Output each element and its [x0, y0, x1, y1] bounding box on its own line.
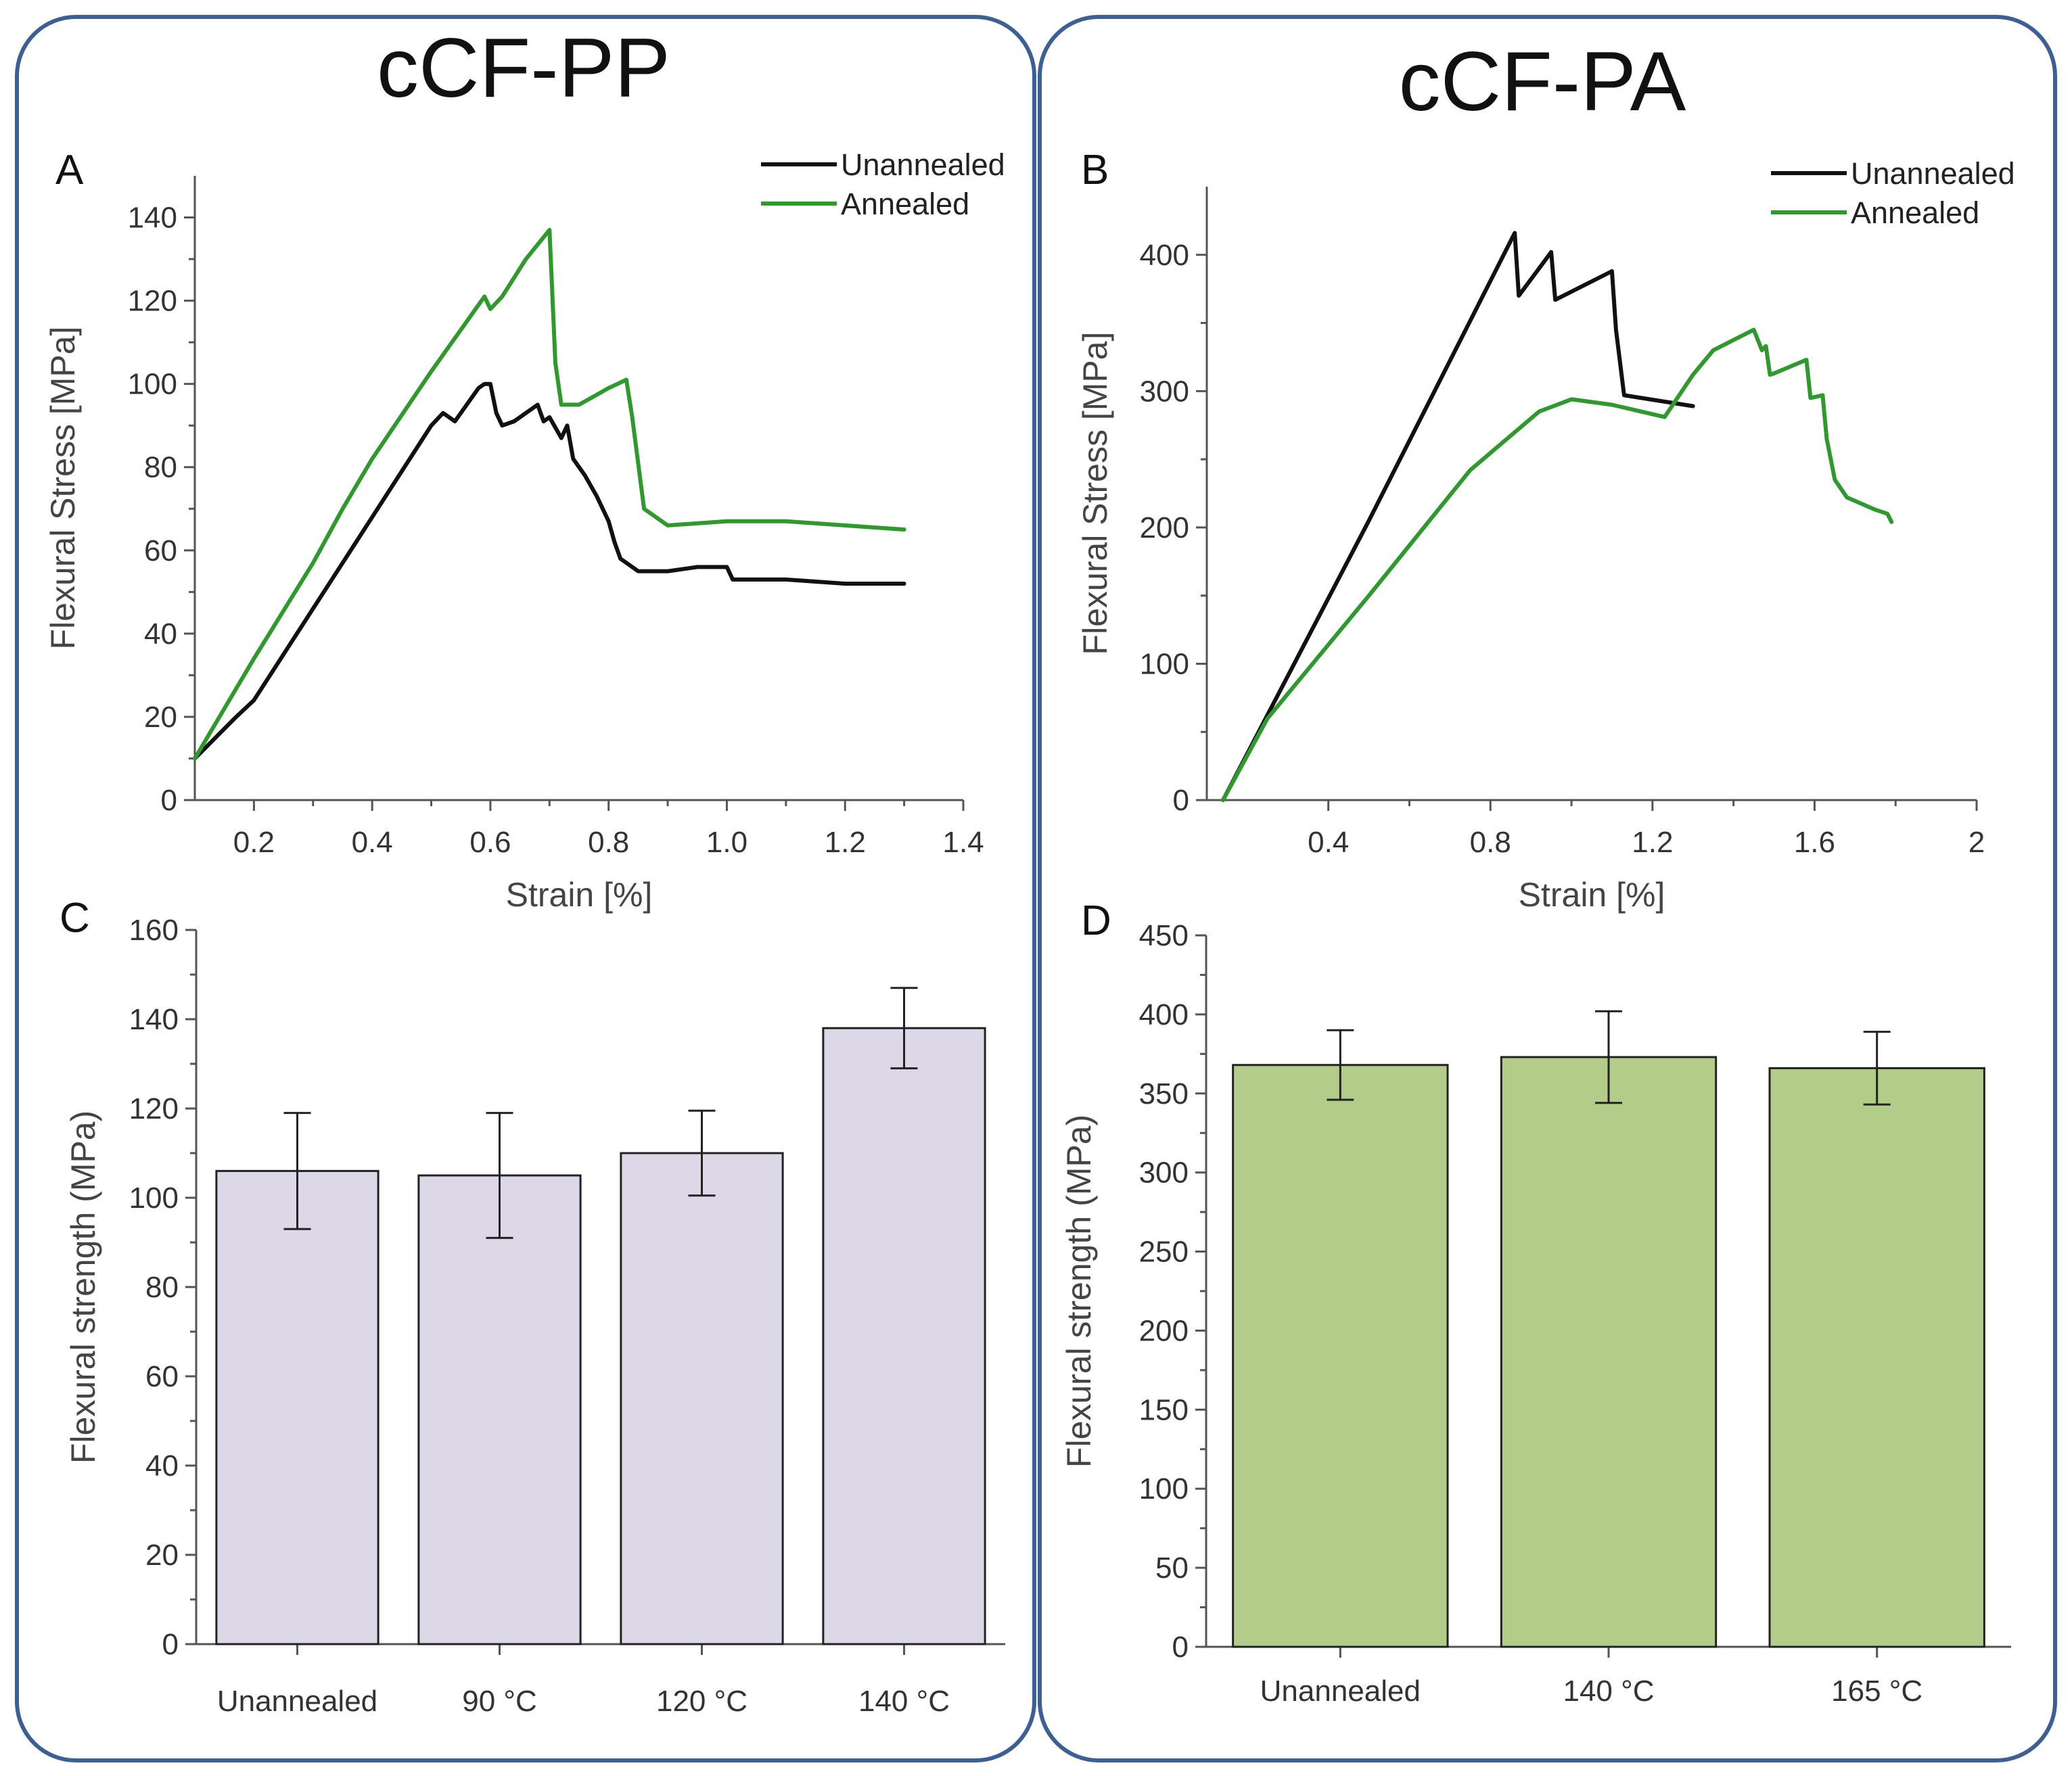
- panel-letter-c: C: [60, 895, 90, 941]
- y-axis-title-b: Flexural Stress [MPa]: [1076, 332, 1114, 655]
- bar-c-4: [822, 1027, 986, 1645]
- y-tick-label-d: 350: [1139, 1077, 1189, 1111]
- x-tick-label-d: 165 °C: [1831, 1675, 1923, 1708]
- y-tick-label-a: 40: [144, 617, 177, 651]
- y-tick-label-a: 100: [128, 368, 177, 401]
- y-tick-label-d: 0: [1172, 1631, 1189, 1664]
- bar-c-3: [620, 1152, 784, 1645]
- legend-label-b-unannealed: Unannealed: [1851, 156, 2015, 191]
- series-line-a-unannealed: [193, 381, 906, 761]
- y-tick-label-c: 20: [145, 1539, 179, 1572]
- y-tick-label-d: 450: [1139, 919, 1189, 952]
- legend-label-a-annealed: Annealed: [841, 187, 969, 221]
- panel-letter-a: A: [55, 147, 84, 193]
- x-tick-label-b: 0.4: [1308, 826, 1349, 859]
- x-tick-label-a: 0.4: [352, 826, 393, 859]
- y-tick-label-a: 120: [128, 285, 177, 318]
- x-axis-title-a: Strain [%]: [506, 876, 653, 914]
- x-tick-label-a: 0.2: [233, 826, 275, 859]
- bar-d-3: [1768, 1067, 1985, 1648]
- y-tick-label-d: 50: [1155, 1551, 1189, 1585]
- y-tick-label-b: 400: [1140, 239, 1189, 272]
- y-tick-label-a: 140: [128, 202, 177, 235]
- x-tick-label-b: 1.2: [1632, 826, 1673, 859]
- x-tick-label-b: 2: [1969, 826, 1985, 859]
- x-tick-label-c: 90 °C: [462, 1685, 537, 1718]
- x-tick-label-c: Unannealed: [217, 1685, 377, 1718]
- y-tick-label-a: 0: [161, 784, 177, 817]
- y-tick-label-b: 200: [1140, 511, 1189, 544]
- y-axis-title-c: Flexural strength (MPa): [64, 1111, 102, 1464]
- y-tick-label-b: 0: [1173, 784, 1189, 817]
- x-axis-title-b: Strain [%]: [1519, 876, 1665, 914]
- y-tick-label-d: 150: [1139, 1393, 1189, 1426]
- y-axis-title-a: Flexural Stress [MPa]: [44, 327, 82, 650]
- y-tick-label-c: 0: [162, 1628, 179, 1661]
- y-tick-label-a: 80: [144, 451, 177, 484]
- legend-label-a-unannealed: Unannealed: [841, 147, 1005, 182]
- title-cCF-PA: cCF-PA: [1398, 35, 1686, 128]
- bar-c-2: [417, 1174, 582, 1645]
- title-cCF-PP: cCF-PP: [377, 22, 670, 115]
- series-line-b-unannealed: [1221, 231, 1695, 802]
- y-tick-label-d: 250: [1139, 1236, 1189, 1269]
- y-tick-label-c: 40: [145, 1449, 179, 1482]
- bar-d-1: [1232, 1064, 1449, 1648]
- x-tick-label-a: 1.4: [942, 826, 984, 859]
- y-tick-label-c: 160: [129, 914, 179, 947]
- series-line-a-annealed: [193, 228, 906, 761]
- x-tick-label-a: 1.0: [706, 826, 747, 859]
- x-tick-label-d: 140 °C: [1563, 1675, 1654, 1708]
- bar-d-2: [1500, 1056, 1718, 1648]
- legend-label-b-annealed: Annealed: [1851, 195, 1979, 230]
- x-tick-label-b: 0.8: [1470, 826, 1511, 859]
- x-tick-label-a: 0.8: [588, 826, 629, 859]
- y-axis-title-d: Flexural strength (MPa): [1060, 1115, 1098, 1468]
- y-tick-label-b: 100: [1140, 647, 1189, 680]
- y-tick-label-a: 20: [144, 701, 177, 734]
- y-tick-label-a: 60: [144, 534, 177, 567]
- y-tick-label-c: 60: [145, 1360, 179, 1393]
- y-tick-label-d: 200: [1139, 1314, 1189, 1347]
- panel-letter-b: B: [1081, 147, 1109, 193]
- y-tick-label-c: 120: [129, 1092, 179, 1125]
- panel-letter-d: D: [1081, 897, 1111, 944]
- x-tick-label-a: 1.2: [825, 826, 866, 859]
- series-line-b-annealed: [1221, 327, 1894, 802]
- y-tick-label-d: 300: [1139, 1156, 1189, 1190]
- y-tick-label-d: 100: [1139, 1472, 1189, 1505]
- y-tick-label-c: 140: [129, 1003, 179, 1036]
- y-tick-label-b: 300: [1140, 375, 1189, 408]
- y-tick-label-c: 100: [129, 1182, 179, 1215]
- y-tick-label-d: 400: [1139, 998, 1189, 1031]
- x-tick-label-a: 0.6: [469, 826, 511, 859]
- x-tick-label-b: 1.6: [1794, 826, 1835, 859]
- x-tick-label-c: 140 °C: [858, 1685, 950, 1718]
- y-tick-label-c: 80: [145, 1271, 179, 1304]
- x-tick-label-c: 120 °C: [656, 1685, 747, 1718]
- bar-c-1: [215, 1169, 379, 1645]
- x-tick-label-d: Unannealed: [1260, 1675, 1421, 1708]
